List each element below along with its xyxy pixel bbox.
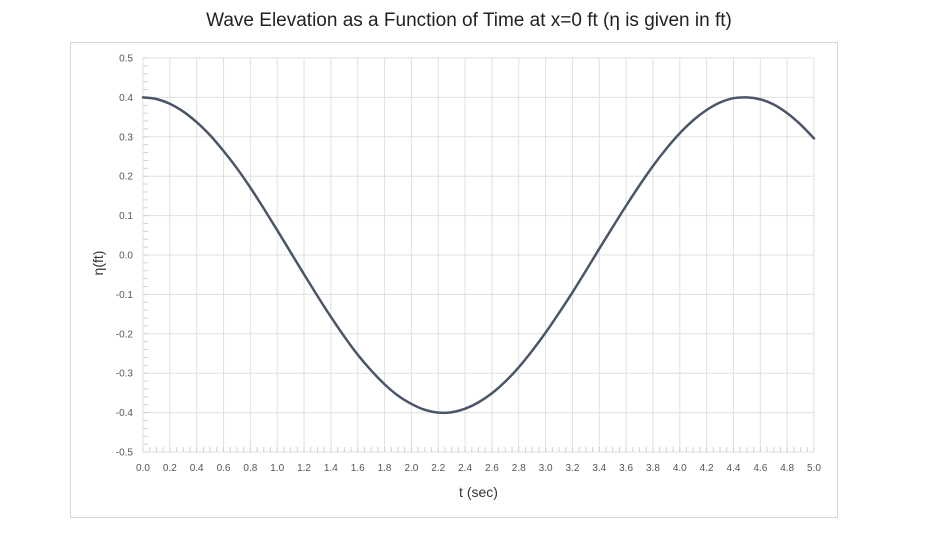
x-tick-label: 2.2	[431, 463, 445, 474]
y-tick-label: 0.5	[119, 54, 133, 65]
y-tick-label: 0.3	[119, 132, 133, 143]
x-tick-label: 1.6	[351, 463, 365, 474]
y-tick-label: 0.0	[119, 251, 133, 262]
series	[141, 96, 816, 415]
chart-title: Wave Elevation as a Function of Time at …	[206, 10, 732, 31]
y-tick-label: -0.3	[116, 369, 134, 380]
x-tick-label: 2.4	[458, 463, 472, 474]
x-tick-label: 4.2	[700, 463, 714, 474]
x-tick-label: 4.4	[727, 463, 741, 474]
x-tick-label: 3.4	[592, 463, 606, 474]
x-tick-label: 4.8	[780, 463, 794, 474]
x-tick-label: 3.0	[539, 463, 553, 474]
y-tick-label: 0.2	[119, 172, 133, 183]
y-axis-ticks: 0.5 0.4 0.3 0.2 0.1 0.0 -0.1 -0.2 -0.3 -0.4 -0.5	[116, 54, 134, 459]
y-axis-title: η(ft)	[90, 251, 106, 276]
minor-ticks	[142, 57, 815, 453]
series-line	[141, 96, 816, 415]
y-tick-label: -0.2	[116, 329, 134, 340]
x-tick-label: 1.2	[297, 463, 311, 474]
x-tick-label: 1.0	[270, 463, 284, 474]
x-tick-label: 0.2	[163, 463, 177, 474]
chart-area	[70, 42, 838, 518]
x-tick-label: 4.6	[753, 463, 767, 474]
y-tick-label: -0.5	[116, 448, 134, 459]
x-tick-label: 0.8	[243, 463, 257, 474]
y-tick-label: 0.1	[119, 211, 133, 222]
x-tick-label: 0.0	[136, 463, 150, 474]
x-tick-label: 2.6	[485, 463, 499, 474]
x-tick-label: 5.0	[807, 463, 821, 474]
x-tick-label: 3.6	[619, 463, 633, 474]
x-tick-label: 3.8	[646, 463, 660, 474]
x-tick-label: 2.0	[404, 463, 418, 474]
x-tick-label: 1.8	[378, 463, 392, 474]
x-tick-label: 2.8	[512, 463, 526, 474]
y-tick-label: -0.1	[116, 290, 134, 301]
x-tick-label: 4.0	[673, 463, 687, 474]
y-tick-label: -0.4	[116, 408, 134, 419]
x-axis-title: t (sec)	[459, 484, 498, 500]
grid	[142, 57, 815, 453]
x-tick-label: 0.6	[217, 463, 231, 474]
x-axis-ticks: 0.0 0.2 0.4 0.6 0.8 1.0 1.2 1.4 1.6 1.8 2.0 2.2 2.4 2…	[136, 463, 821, 474]
y-tick-label: 0.4	[119, 93, 133, 104]
x-tick-label: 0.4	[190, 463, 204, 474]
x-tick-label: 3.2	[565, 463, 579, 474]
x-tick-label: 1.4	[324, 463, 338, 474]
